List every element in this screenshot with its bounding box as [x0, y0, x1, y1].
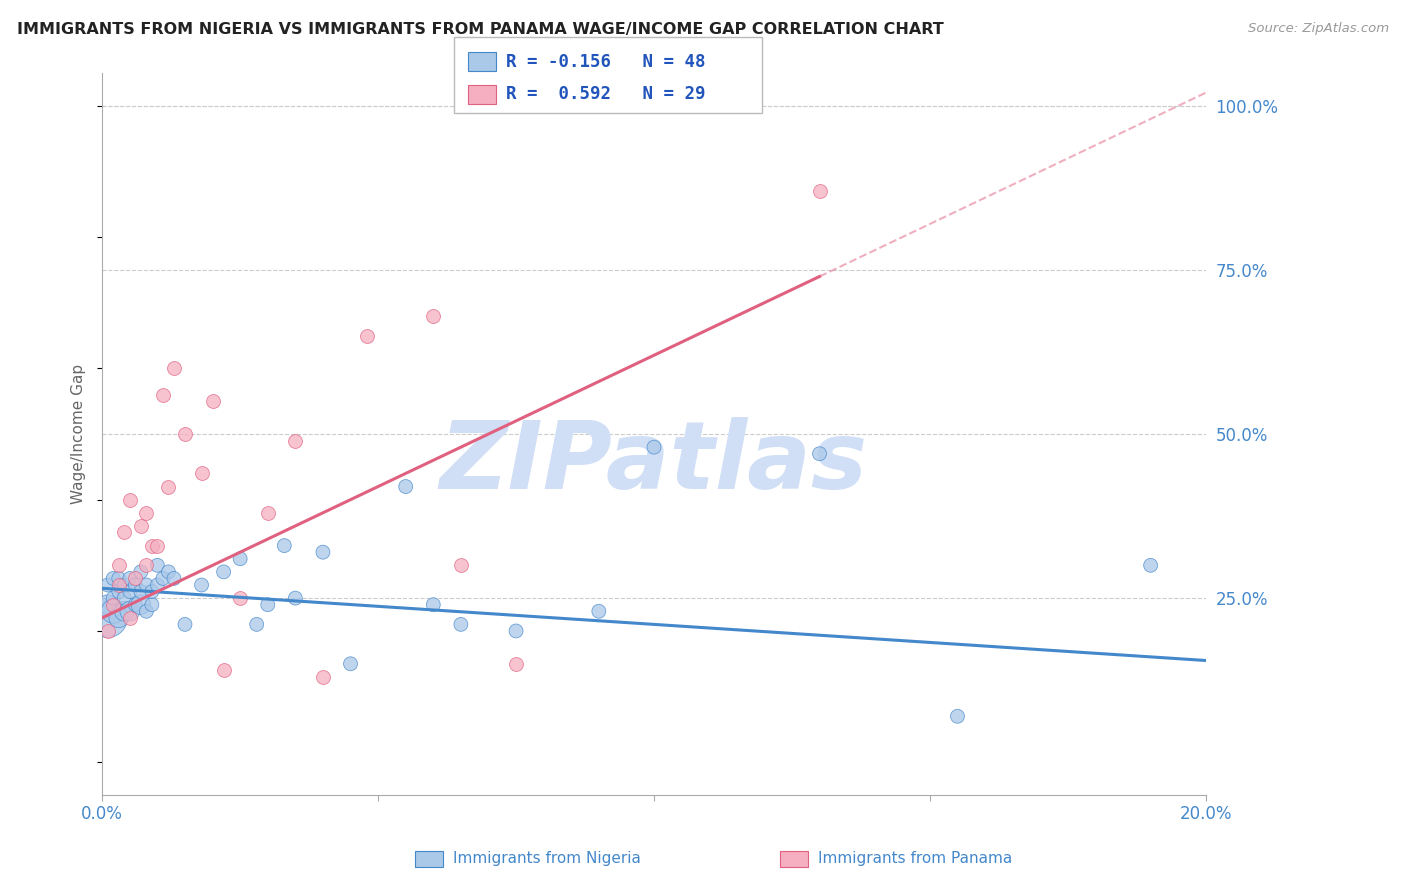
Point [212, 565, 235, 579]
Point [112, 578, 135, 592]
Point [212, 664, 235, 678]
Point [107, 578, 129, 592]
Point [129, 565, 152, 579]
Point [256, 506, 278, 520]
Point [124, 571, 146, 585]
Point [103, 571, 125, 585]
Point [118, 604, 141, 618]
Point [422, 309, 444, 323]
Text: Immigrants from Panama: Immigrants from Panama [818, 852, 1012, 866]
Point [112, 525, 135, 540]
Point [229, 591, 252, 606]
Point [97, 598, 120, 612]
Point [808, 184, 831, 198]
Point [141, 584, 163, 599]
Point [201, 394, 224, 409]
Point [450, 558, 472, 573]
Point [103, 591, 125, 606]
Point [107, 584, 129, 599]
Point [135, 604, 157, 618]
Text: R =  0.592   N = 29: R = 0.592 N = 29 [506, 85, 706, 103]
Point [112, 591, 135, 606]
Point [312, 545, 335, 559]
Point [129, 519, 152, 533]
Text: Immigrants from Nigeria: Immigrants from Nigeria [453, 852, 641, 866]
Point [152, 387, 174, 401]
Point [97, 578, 120, 592]
Point [643, 440, 665, 454]
Point [588, 604, 610, 618]
Point [129, 584, 152, 599]
Point [284, 434, 307, 448]
Point [146, 558, 169, 573]
Point [246, 617, 269, 632]
Point [129, 598, 152, 612]
Point [356, 328, 378, 343]
Point [450, 617, 472, 632]
Point [107, 558, 129, 573]
Point [124, 598, 146, 612]
Point [124, 578, 146, 592]
Point [118, 492, 141, 507]
Point [163, 571, 186, 585]
Point [103, 598, 125, 612]
Point [141, 598, 163, 612]
Point [135, 558, 157, 573]
Point [174, 427, 197, 442]
Point [339, 657, 361, 671]
Point [146, 578, 169, 592]
Point [1139, 558, 1161, 573]
Point [103, 604, 125, 618]
Point [174, 617, 197, 632]
Point [107, 571, 129, 585]
Point [107, 611, 129, 625]
Point [229, 551, 252, 566]
Point [97, 611, 120, 625]
Point [141, 539, 163, 553]
Point [946, 709, 969, 723]
Text: R = -0.156   N = 48: R = -0.156 N = 48 [506, 54, 706, 71]
Point [135, 506, 157, 520]
Point [118, 571, 141, 585]
Point [163, 361, 186, 376]
Point [112, 604, 135, 618]
Point [273, 539, 295, 553]
Point [256, 598, 278, 612]
Point [190, 467, 212, 481]
Text: Source: ZipAtlas.com: Source: ZipAtlas.com [1249, 22, 1389, 36]
Point [505, 657, 527, 671]
Point [284, 591, 307, 606]
Point [135, 578, 157, 592]
Text: IMMIGRANTS FROM NIGERIA VS IMMIGRANTS FROM PANAMA WAGE/INCOME GAP CORRELATION CH: IMMIGRANTS FROM NIGERIA VS IMMIGRANTS FR… [17, 22, 943, 37]
Point [152, 571, 174, 585]
Point [157, 479, 180, 493]
Point [118, 611, 141, 625]
Point [146, 539, 169, 553]
Y-axis label: Wage/Income Gap: Wage/Income Gap [72, 364, 86, 504]
Text: ZIPatlas: ZIPatlas [440, 417, 868, 509]
Point [808, 447, 831, 461]
Point [422, 598, 444, 612]
Point [190, 578, 212, 592]
Point [118, 584, 141, 599]
Point [505, 624, 527, 638]
Point [157, 565, 180, 579]
Point [97, 624, 120, 638]
Point [312, 670, 335, 684]
Point [395, 479, 418, 493]
